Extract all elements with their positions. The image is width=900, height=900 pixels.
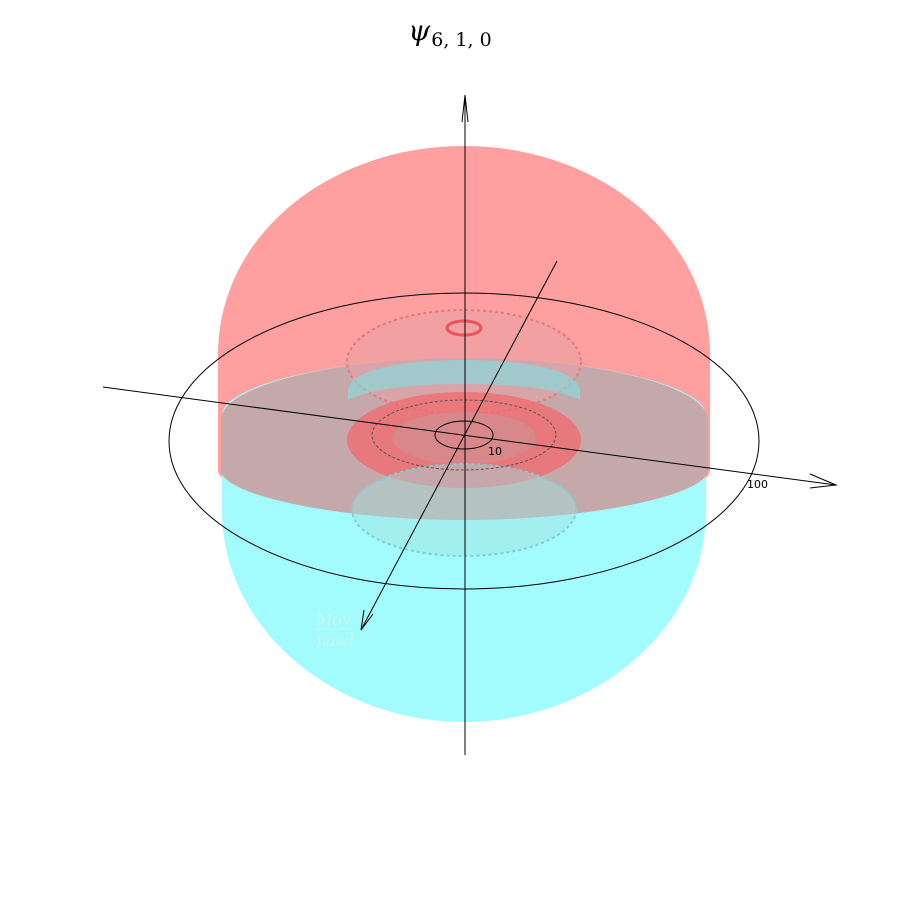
y-axis-arrowhead <box>360 609 374 631</box>
inner-upper-cap <box>445 319 483 337</box>
inner-middle-core <box>392 412 536 464</box>
inner-upper-band <box>348 360 580 400</box>
inner-dashed-ring <box>371 399 557 471</box>
watermark-line-2: pasd <box>316 631 354 650</box>
watermark: Mov pasd <box>315 610 354 650</box>
outer-radial-ring <box>168 292 760 590</box>
psi-symbol: ψ <box>408 14 431 47</box>
tick-label-10: 10 <box>488 445 502 458</box>
quantum-numbers: 6, 1, 0 <box>431 29 492 51</box>
tick-label-100: 100 <box>747 478 768 491</box>
inner-radial-ring <box>434 420 494 450</box>
z-axis-arrowhead <box>461 94 469 123</box>
watermark-line-1: Mov <box>315 610 351 629</box>
inner-nodal-shells <box>346 309 582 557</box>
y-axis <box>360 260 558 631</box>
x-axis <box>102 386 837 486</box>
axes <box>102 94 838 755</box>
orbital-title: ψ6, 1, 0 <box>0 14 900 51</box>
inner-lower-shell <box>351 463 577 557</box>
x-axis-arrowhead <box>809 473 838 489</box>
